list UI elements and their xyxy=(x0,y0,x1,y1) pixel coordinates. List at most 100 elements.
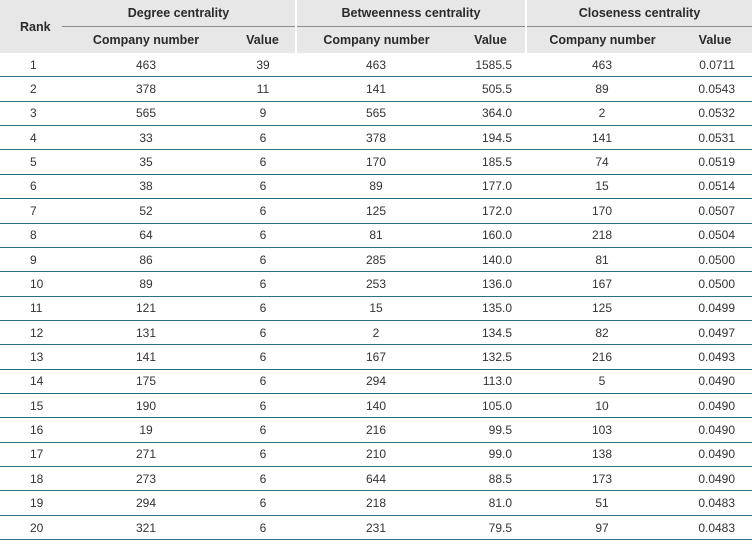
closeness-value-cell: 0.0490 xyxy=(678,417,752,443)
closeness-company-number-header: Company number xyxy=(525,26,679,53)
betweenness-value-cell: 81.0 xyxy=(456,490,527,516)
closeness-value-cell: 0.0514 xyxy=(678,174,752,200)
degree-company-number-cell: 19 xyxy=(62,417,230,443)
rank-cell: 7 xyxy=(0,198,62,224)
betweenness-value-cell: 505.5 xyxy=(456,76,527,102)
rank-cell: 14 xyxy=(0,369,62,395)
table-row: 12 131 6 2 134.5 82 0.0497 xyxy=(0,320,752,346)
betweenness-company-number-cell: 140 xyxy=(296,393,456,419)
betweenness-company-number-cell: 89 xyxy=(296,174,456,200)
table-row: 8 64 6 81 160.0 218 0.0504 xyxy=(0,223,752,248)
closeness-value-cell: 0.0519 xyxy=(678,149,752,175)
table-row: 3 565 9 565 364.0 2 0.0532 xyxy=(0,101,752,127)
degree-company-number-cell: 35 xyxy=(62,149,230,175)
betweenness-company-number-cell: 2 xyxy=(296,320,456,346)
table-row: 7 52 6 125 172.0 170 0.0507 xyxy=(0,198,752,224)
betweenness-company-number-cell: 170 xyxy=(296,149,456,175)
betweenness-company-number-header: Company number xyxy=(295,26,456,53)
betweenness-value-cell: 364.0 xyxy=(456,101,527,127)
closeness-company-number-cell: 173 xyxy=(526,466,679,492)
closeness-company-number-cell: 138 xyxy=(526,442,679,468)
closeness-value-cell: 0.0490 xyxy=(678,393,752,419)
degree-company-number-cell: 141 xyxy=(62,344,230,370)
betweenness-value-cell: 194.5 xyxy=(456,125,527,151)
degree-company-number-cell: 294 xyxy=(62,490,230,516)
table-row: 18 273 6 644 88.5 173 0.0490 xyxy=(0,466,752,492)
betweenness-company-number-cell: 210 xyxy=(296,442,456,468)
degree-value-cell: 6 xyxy=(230,515,296,541)
betweenness-centrality-header: Betweenness centrality xyxy=(294,0,527,27)
betweenness-value-cell: 105.0 xyxy=(456,393,527,419)
table-row: 19 294 6 218 81.0 51 0.0483 xyxy=(0,490,752,516)
rank-cell: 10 xyxy=(0,271,62,297)
betweenness-value-cell: 99.5 xyxy=(456,417,527,443)
degree-value-cell: 6 xyxy=(230,198,296,224)
degree-value-cell: 6 xyxy=(230,125,296,151)
degree-company-number-cell: 89 xyxy=(62,271,230,297)
betweenness-value-header: Value xyxy=(456,26,527,53)
betweenness-company-number-cell: 294 xyxy=(296,369,456,395)
betweenness-company-number-cell: 15 xyxy=(296,296,456,321)
closeness-value-cell: 0.0504 xyxy=(678,223,752,248)
closeness-value-cell: 0.0531 xyxy=(678,125,752,151)
rank-header: Rank xyxy=(0,0,62,53)
closeness-value-cell: 0.0483 xyxy=(678,515,752,541)
closeness-company-number-cell: 10 xyxy=(526,393,679,419)
betweenness-value-cell: 140.0 xyxy=(456,247,527,273)
table-row: 2 378 11 141 505.5 89 0.0543 xyxy=(0,76,752,102)
degree-value-cell: 39 xyxy=(230,53,296,78)
closeness-company-number-cell: 74 xyxy=(526,149,679,175)
closeness-company-number-cell: 125 xyxy=(526,296,679,321)
table-row: 17 271 6 210 99.0 138 0.0490 xyxy=(0,442,752,468)
rank-cell: 5 xyxy=(0,149,62,175)
closeness-company-number-cell: 463 xyxy=(526,53,679,78)
closeness-value-cell: 0.0507 xyxy=(678,198,752,224)
table-row: 9 86 6 285 140.0 81 0.0500 xyxy=(0,247,752,273)
closeness-value-cell: 0.0490 xyxy=(678,466,752,492)
betweenness-value-cell: 134.5 xyxy=(456,320,527,346)
betweenness-value-cell: 135.0 xyxy=(456,296,527,321)
closeness-company-number-cell: 51 xyxy=(526,490,679,516)
degree-company-number-cell: 38 xyxy=(62,174,230,200)
rank-cell: 6 xyxy=(0,174,62,200)
betweenness-company-number-cell: 644 xyxy=(296,466,456,492)
table-row: 13 141 6 167 132.5 216 0.0493 xyxy=(0,344,752,370)
degree-company-number-cell: 33 xyxy=(62,125,230,151)
closeness-centrality-header: Closeness centrality xyxy=(525,0,752,27)
closeness-company-number-cell: 97 xyxy=(526,515,679,541)
betweenness-value-cell: 79.5 xyxy=(456,515,527,541)
rank-cell: 12 xyxy=(0,320,62,346)
table-row: 20 321 6 231 79.5 97 0.0483 xyxy=(0,515,752,541)
degree-value-cell: 6 xyxy=(230,417,296,443)
degree-value-cell: 11 xyxy=(230,76,296,102)
degree-value-cell: 6 xyxy=(230,466,296,492)
table-row: 14 175 6 294 113.0 5 0.0490 xyxy=(0,369,752,395)
betweenness-company-number-cell: 125 xyxy=(296,198,456,224)
betweenness-value-cell: 160.0 xyxy=(456,223,527,248)
betweenness-company-number-cell: 141 xyxy=(296,76,456,102)
degree-centrality-header: Degree centrality xyxy=(62,0,296,27)
degree-value-cell: 6 xyxy=(230,247,296,273)
closeness-company-number-cell: 82 xyxy=(526,320,679,346)
degree-value-cell: 6 xyxy=(230,393,296,419)
degree-value-header: Value xyxy=(230,26,296,53)
rank-cell: 3 xyxy=(0,101,62,127)
betweenness-value-cell: 177.0 xyxy=(456,174,527,200)
betweenness-company-number-cell: 253 xyxy=(296,271,456,297)
degree-value-cell: 9 xyxy=(230,101,296,127)
betweenness-company-number-cell: 218 xyxy=(296,490,456,516)
rank-cell: 11 xyxy=(0,296,62,321)
betweenness-value-cell: 132.5 xyxy=(456,344,527,370)
closeness-value-cell: 0.0497 xyxy=(678,320,752,346)
degree-value-cell: 6 xyxy=(230,223,296,248)
degree-company-number-cell: 565 xyxy=(62,101,230,127)
degree-company-number-cell: 463 xyxy=(62,53,230,78)
degree-company-number-cell: 64 xyxy=(62,223,230,248)
closeness-company-number-cell: 5 xyxy=(526,369,679,395)
table-row: 4 33 6 378 194.5 141 0.0531 xyxy=(0,125,752,151)
betweenness-value-cell: 99.0 xyxy=(456,442,527,468)
degree-company-number-cell: 52 xyxy=(62,198,230,224)
degree-company-number-cell: 271 xyxy=(62,442,230,468)
rank-cell: 19 xyxy=(0,490,62,516)
